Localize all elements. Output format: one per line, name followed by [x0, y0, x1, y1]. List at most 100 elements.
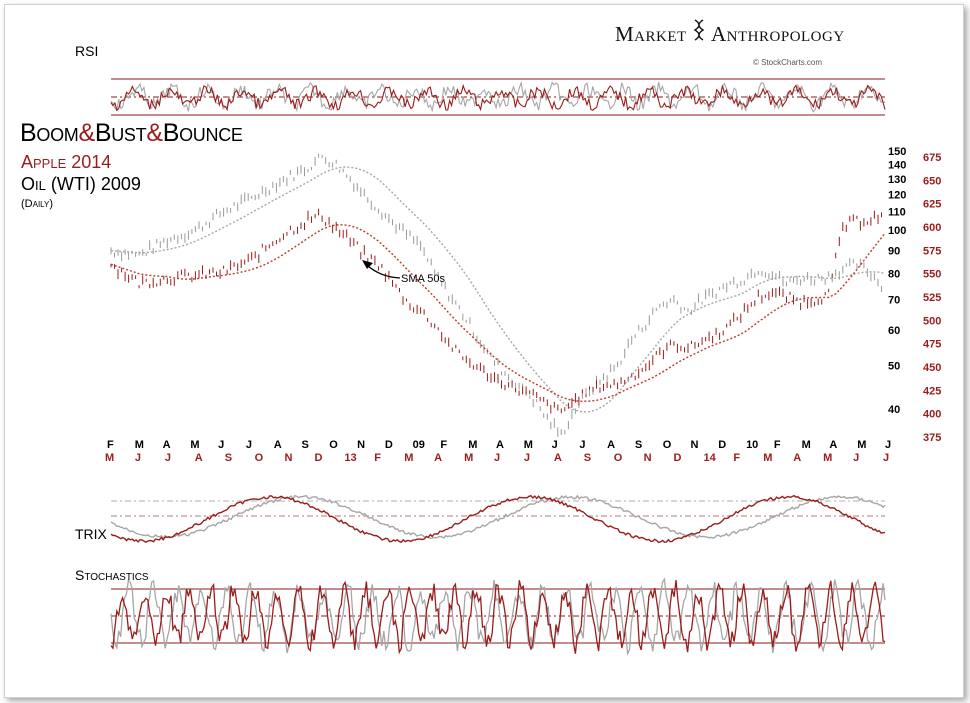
rsi-label: RSI: [75, 43, 99, 59]
brand-right: Anthropology: [711, 22, 845, 46]
trix-oil-line: [110, 494, 886, 540]
right-tick-label: 575: [923, 245, 941, 257]
x-top-label: M: [857, 439, 866, 451]
stochastics-apple-line: [110, 579, 886, 655]
x-bottom-label: S: [225, 452, 232, 464]
right-tick-label: 375: [923, 432, 941, 444]
subtitle-apple: Apple 2014: [21, 152, 112, 172]
x-top-label: F: [440, 439, 447, 451]
sma-arrow: [366, 264, 401, 279]
x-bottom-label: M: [105, 452, 114, 464]
x-bottom-label: 14: [703, 452, 716, 464]
x-bottom-label: A: [434, 452, 442, 464]
title-amp2: &: [146, 119, 163, 147]
right-tick-label: 650: [923, 175, 941, 187]
right-tick-label: 675: [923, 152, 941, 164]
left-tick-label: 90: [888, 246, 900, 258]
x-top-label: J: [552, 439, 558, 451]
x-top-label: J: [218, 439, 224, 451]
x-top-label: J: [246, 439, 252, 451]
x-top-label: N: [691, 439, 699, 451]
x-top-label: S: [635, 439, 642, 451]
right-tick-label: 400: [923, 409, 941, 421]
left-tick-label: 100: [888, 225, 906, 237]
chart-title: Boom&Bust&Bounce: [20, 119, 243, 148]
left-tick-label: 120: [888, 190, 906, 202]
brand-logo: Market Anthropology: [615, 19, 845, 47]
x-top-label: A: [274, 439, 282, 451]
x-top-label: O: [663, 439, 672, 451]
subtitle-oil: Oil (WTI) 2009: [21, 174, 141, 194]
subtitle-daily: (Daily): [21, 198, 54, 210]
x-top-label: O: [329, 439, 338, 451]
x-bottom-label: 13: [344, 452, 356, 464]
dna-icon: [692, 19, 706, 47]
left-tick-label: 150: [888, 146, 906, 158]
x-bottom-label: M: [464, 452, 473, 464]
x-top-label: A: [607, 439, 615, 451]
x-top-label: A: [496, 439, 504, 451]
apple-sma50: [110, 224, 886, 403]
x-top-label: M: [135, 439, 144, 451]
x-bottom-label: A: [554, 452, 562, 464]
x-top-label: D: [385, 439, 393, 451]
brand-left: Market: [615, 22, 687, 46]
left-tick-label: 50: [888, 360, 900, 372]
right-tick-label: 625: [923, 199, 941, 211]
x-bottom-label: S: [584, 452, 591, 464]
sma-arrowhead: [362, 260, 373, 269]
x-top-label: M: [468, 439, 477, 451]
x-bottom-label: J: [494, 452, 500, 464]
price-panel: [110, 153, 886, 437]
x-axis-oil-months: F M A M J J A S O N D 09 F M A M J J A S O N D 10 F M A M J: [107, 439, 891, 451]
x-top-label: F: [774, 439, 781, 451]
rsi-panel: [110, 78, 886, 116]
right-tick-label: 550: [923, 269, 941, 281]
right-tick-label: 450: [923, 362, 941, 374]
x-top-label: M: [190, 439, 199, 451]
title-part3: Bounce: [162, 119, 243, 147]
right-tick-label: 500: [923, 315, 941, 327]
trix-label: TRIX: [75, 526, 107, 542]
right-axis-ticks: 675 650 625 600 575 550 525 500 475 450 425 400 375: [923, 152, 941, 444]
x-bottom-label: A: [195, 452, 203, 464]
left-tick-label: 40: [888, 404, 900, 416]
sma-annotation: SMA 50s: [401, 273, 446, 285]
x-bottom-label: J: [883, 452, 889, 464]
left-tick-label: 130: [888, 174, 906, 186]
x-top-label: J: [579, 439, 585, 451]
x-top-label: A: [163, 439, 171, 451]
x-top-label: A: [829, 439, 837, 451]
right-tick-label: 600: [923, 222, 941, 234]
apple-price-bars: [110, 208, 882, 414]
x-bottom-label: M: [404, 452, 413, 464]
stochastics-panel: [110, 577, 886, 656]
x-bottom-label: N: [644, 452, 652, 464]
rsi-apple-line: [110, 83, 886, 112]
x-top-label: M: [802, 439, 811, 451]
x-top-label: F: [107, 439, 114, 451]
x-top-label: 10: [746, 439, 758, 451]
left-tick-label: 140: [888, 159, 906, 171]
x-top-label: S: [302, 439, 309, 451]
title-part1: Boom: [20, 119, 79, 147]
x-axis-apple-months: M J J A S O N D 13 F M A M J J A S O N D 14 F M A M J J: [105, 452, 889, 464]
right-tick-label: 525: [923, 292, 941, 304]
x-bottom-label: D: [314, 452, 322, 464]
x-bottom-label: A: [793, 452, 801, 464]
left-tick-label: 110: [888, 207, 906, 219]
x-bottom-label: J: [135, 452, 141, 464]
oil-sma50: [110, 166, 886, 413]
x-bottom-label: O: [614, 452, 623, 464]
right-tick-label: 425: [923, 385, 941, 397]
x-top-label: N: [357, 439, 365, 451]
x-top-label: D: [718, 439, 726, 451]
oil-price-bars: [110, 153, 882, 437]
x-top-label: M: [524, 439, 533, 451]
rsi-oil-line: [110, 80, 886, 113]
x-bottom-label: J: [165, 452, 171, 464]
stochastics-label: Stochastics: [75, 567, 149, 583]
trix-panel: [110, 494, 886, 544]
